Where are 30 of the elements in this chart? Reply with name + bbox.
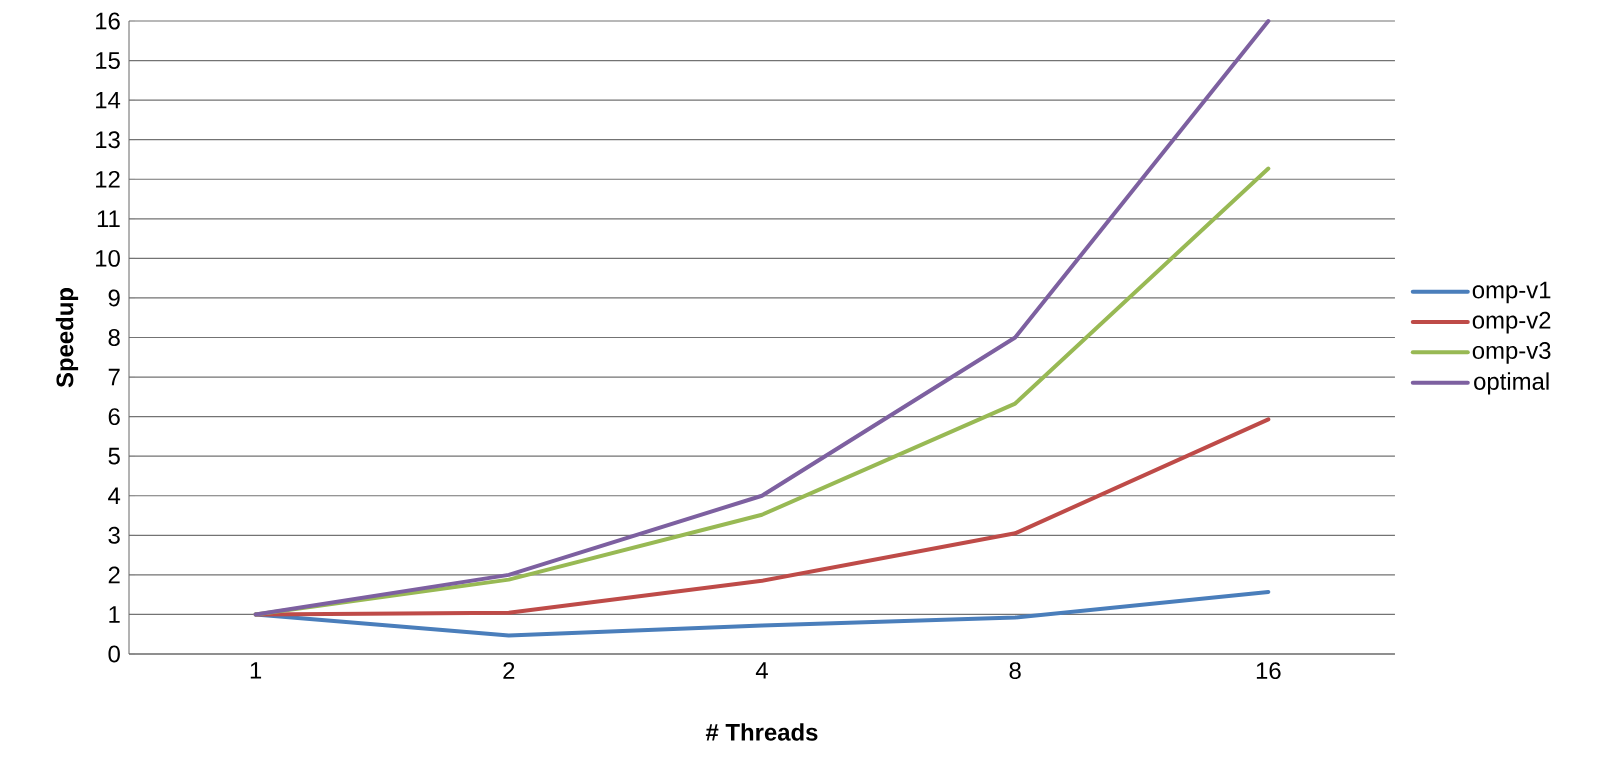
x-tick-label: 2 — [503, 662, 515, 679]
y-tick-label: 0 — [108, 645, 120, 663]
legend-label: omp-v1 — [1472, 281, 1551, 304]
x-tick-label: 16 — [1256, 662, 1281, 680]
y-tick-label: 1 — [109, 606, 120, 623]
y-tick-label: 14 — [96, 91, 121, 109]
legend-label: omp-v2 — [1472, 311, 1551, 334]
y-tick-label: 6 — [108, 408, 120, 426]
y-tick-label: 3 — [108, 526, 120, 544]
legend-label: omp-v3 — [1472, 342, 1551, 364]
y-tick-label: 10 — [96, 249, 120, 267]
legend-label: optimal — [1474, 372, 1549, 395]
y-tick-label: 15 — [96, 52, 120, 69]
y-tick-label: 7 — [108, 368, 120, 386]
y-tick-label: 9 — [108, 289, 120, 307]
y-tick-label: 12 — [96, 170, 120, 188]
y-tick-label: 16 — [96, 12, 120, 30]
y-tick-label: 5 — [108, 447, 120, 465]
line-series — [253, 18, 1271, 617]
x-tick-label: 4 — [755, 662, 768, 679]
line-series — [253, 589, 1271, 638]
y-tick-label: 13 — [96, 131, 120, 149]
x-tick-label: 8 — [1009, 662, 1021, 680]
y-tick-label: 11 — [97, 210, 120, 228]
x-axis-title: # Threads — [705, 723, 818, 741]
y-tick-label: 8 — [108, 329, 120, 346]
x-tick-label: 1 — [250, 662, 262, 679]
y-tick-label: 4 — [108, 487, 121, 504]
y-axis-title: Speedup — [55, 287, 79, 388]
y-tick-label: 2 — [108, 566, 120, 584]
